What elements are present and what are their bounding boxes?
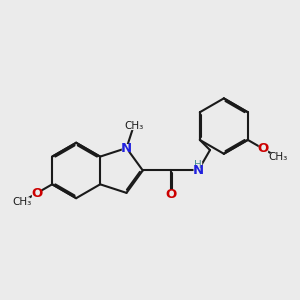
FancyBboxPatch shape (32, 189, 41, 197)
FancyBboxPatch shape (194, 162, 202, 169)
Text: CH₃: CH₃ (268, 152, 287, 162)
Text: O: O (31, 187, 42, 200)
FancyBboxPatch shape (14, 197, 30, 206)
Text: CH₃: CH₃ (124, 121, 143, 130)
Text: O: O (165, 188, 176, 200)
FancyBboxPatch shape (259, 145, 268, 153)
Text: CH₃: CH₃ (13, 196, 32, 207)
FancyBboxPatch shape (166, 190, 175, 198)
Text: N: N (121, 142, 132, 154)
Text: O: O (258, 142, 269, 155)
FancyBboxPatch shape (122, 144, 131, 152)
Text: H: H (194, 160, 202, 170)
Text: N: N (193, 164, 204, 177)
FancyBboxPatch shape (194, 167, 203, 175)
FancyBboxPatch shape (270, 153, 286, 162)
FancyBboxPatch shape (126, 121, 141, 130)
